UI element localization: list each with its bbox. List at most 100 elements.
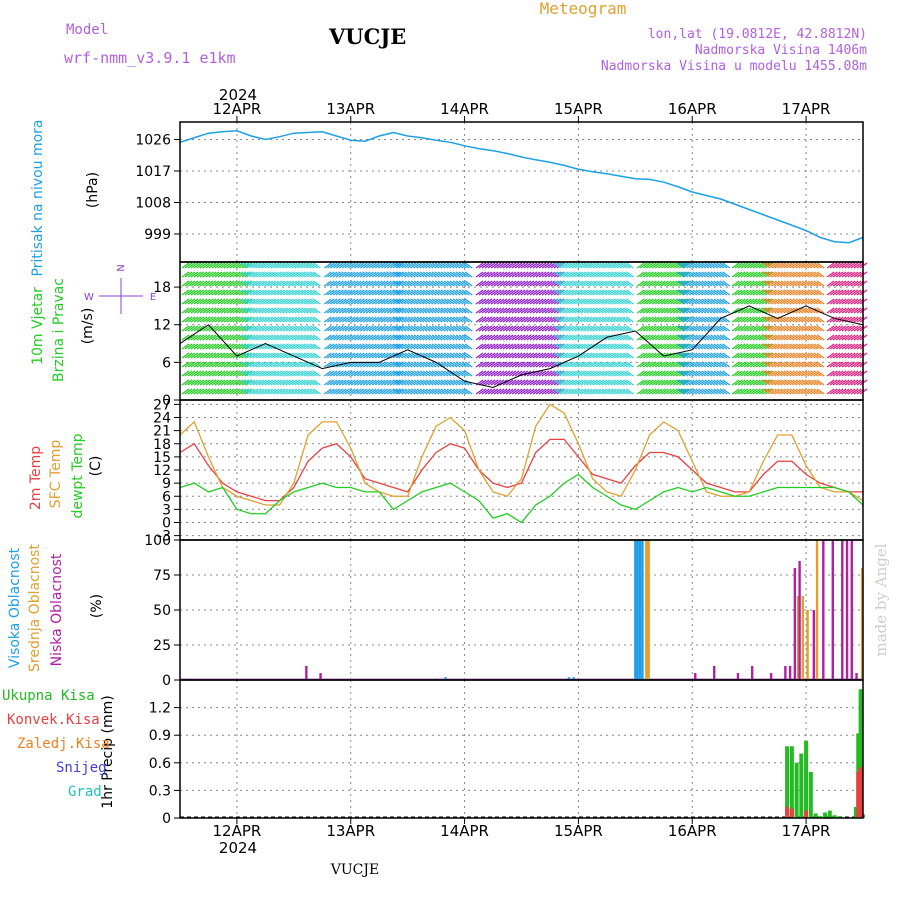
wind-barb-stroke (695, 280, 704, 287)
wind-barb-stroke (377, 361, 386, 368)
wind-barb-stroke (654, 325, 663, 332)
wind-barb-stroke (478, 352, 487, 359)
wind-barb-stroke (181, 325, 190, 332)
wind-barb-stroke (368, 271, 377, 278)
wind-barb-stroke (404, 271, 413, 278)
wind-barb-stroke (850, 325, 859, 332)
wind-barb-stroke (704, 388, 713, 395)
wind-barb-stroke (446, 316, 455, 323)
wind-barb-stroke (572, 343, 580, 350)
wind-barb-stroke (196, 280, 205, 287)
wind-barb-stroke (461, 307, 470, 314)
wind-barb-stroke (768, 316, 777, 323)
wind-barb-stroke (437, 262, 446, 269)
model-name: wrf-nmm_v3.9.1 e1km (64, 49, 236, 67)
wind-barb-stroke (789, 271, 798, 278)
wind-barb-stroke (265, 298, 273, 305)
wind-barb-stroke (544, 271, 553, 278)
wind-barb-stroke (716, 298, 725, 305)
wind-barb-stroke (780, 298, 789, 305)
wind-barb-stroke (623, 388, 631, 395)
wind-barb-stroke (326, 388, 335, 395)
wind-barb-stroke (786, 280, 795, 287)
wind-barb-stroke (838, 388, 847, 395)
wind-barb-stroke (181, 316, 190, 323)
wind-barb-stroke (407, 298, 416, 305)
wind-barb-stroke (452, 262, 461, 269)
wind-barb-stroke (544, 334, 553, 341)
wind-barb-stroke (523, 352, 532, 359)
wind-barb-stroke (599, 271, 607, 278)
wind-barb-stroke (344, 316, 353, 323)
wind-barb-stroke (816, 334, 825, 341)
wind-barb-stroke (217, 379, 226, 386)
wind-barb-stroke (692, 334, 701, 341)
wind-barb-stroke (292, 361, 300, 368)
wind-barb-stroke (780, 271, 789, 278)
wind-barb-stroke (374, 316, 383, 323)
wind-barb-stroke (347, 307, 356, 314)
wind-barb-stroke (434, 370, 443, 377)
wind-barb-stroke (392, 388, 401, 395)
wind-barb-stroke (184, 307, 193, 314)
wind-barb-stroke (277, 343, 285, 350)
wind-barb-stroke (295, 262, 303, 269)
wind-barb-stroke (722, 325, 731, 332)
wind-barb-stroke (599, 370, 607, 377)
wind-barb-stroke (464, 325, 473, 332)
wind-barb-stroke (689, 388, 698, 395)
model-label: Model (66, 22, 108, 38)
wind-barb-stroke (440, 262, 449, 269)
wind-barb-stroke (256, 325, 264, 332)
wind-barb-stroke (686, 388, 695, 395)
wind-barb-stroke (511, 352, 520, 359)
wind-barb-stroke (538, 316, 547, 323)
wind-barb-stroke (428, 316, 437, 323)
wind-barb-stroke (392, 262, 401, 269)
wind-barb-stroke (716, 343, 725, 350)
wind-barb-stroke (660, 325, 669, 332)
wind-barb-stroke (404, 262, 413, 269)
wind-barb-stroke (268, 262, 276, 269)
wind-barb-stroke (478, 298, 487, 305)
top-day-label: 13APR (326, 100, 375, 118)
wind-barb-stroke (490, 334, 499, 341)
wind-barb-stroke (395, 361, 404, 368)
wind-barb-stroke (262, 325, 270, 332)
wind-barb-stroke (304, 271, 312, 278)
wind-barb-stroke (410, 280, 419, 287)
wind-barb-stroke (389, 316, 398, 323)
wind-barb-stroke (223, 325, 232, 332)
wind-barb-stroke (752, 289, 761, 296)
wind-barb-stroke (847, 316, 856, 323)
wind-barb-stroke (508, 316, 517, 323)
wind-barb-stroke (752, 379, 761, 386)
wind-barb-stroke (371, 262, 380, 269)
wind-barb-stroke (734, 379, 743, 386)
wind-barb-stroke (762, 298, 771, 305)
wind-barb-stroke (395, 379, 404, 386)
wind-barb-stroke (566, 307, 574, 314)
wind-barb-stroke (783, 379, 792, 386)
wind-barb-stroke (599, 388, 607, 395)
wind-barb-stroke (184, 361, 193, 368)
wind-barb-stroke (569, 280, 577, 287)
wind-barb-stroke (535, 343, 544, 350)
wind-barb-stroke (335, 271, 344, 278)
wind-barb-stroke (813, 316, 822, 323)
wind-barb-stroke (798, 289, 807, 296)
wind-barb-stroke (223, 334, 232, 341)
wind-barb-stroke (683, 352, 692, 359)
wind-barb-stroke (566, 325, 574, 332)
wind-barb-stroke (410, 388, 419, 395)
wind-barb-stroke (461, 271, 470, 278)
wind-barb-stroke (413, 379, 422, 386)
wind-barb-stroke (244, 343, 252, 350)
wind-barb-stroke (484, 334, 493, 341)
wind-barb-stroke (193, 262, 202, 269)
wind-barb-stroke (499, 307, 508, 314)
wind-barb-stroke (208, 370, 217, 377)
wind-barb-stroke (362, 325, 371, 332)
wind-barb-stroke (505, 280, 514, 287)
wind-barb-stroke (651, 289, 660, 296)
